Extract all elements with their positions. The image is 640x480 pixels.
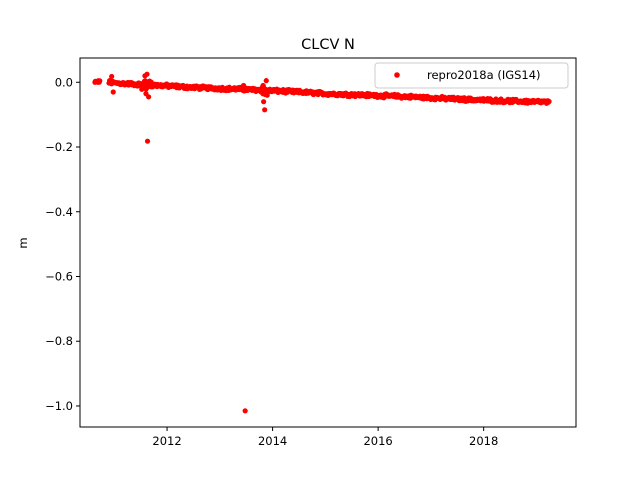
data-point — [140, 84, 147, 90]
plot-frame — [79, 57, 577, 428]
x-tick-label: 2016 — [363, 434, 392, 448]
y-tick-label: 0.0 — [55, 75, 73, 89]
data-point — [262, 107, 268, 113]
data-point — [263, 78, 269, 84]
data-point — [144, 138, 151, 144]
data-point — [144, 71, 150, 77]
data-point — [242, 408, 248, 414]
data-point — [146, 94, 152, 100]
data-point — [546, 98, 552, 105]
data-point — [146, 79, 152, 85]
data-point — [92, 79, 98, 85]
y-axis: 0.0 −0.2 −0.4 −0.6 −0.8 −1.0 — [45, 75, 80, 413]
y-tick-label: −1.0 — [45, 399, 73, 413]
x-tick-label: 2012 — [152, 434, 181, 448]
data-point — [109, 73, 115, 80]
legend-box — [374, 62, 569, 89]
y-tick-label: −0.2 — [45, 140, 73, 154]
chart-title: CLCV N — [301, 37, 355, 53]
data-points — [92, 71, 552, 414]
data-point — [261, 99, 267, 105]
y-tick-label: −0.6 — [45, 269, 73, 283]
data-point — [96, 79, 102, 85]
y-axis-label: m — [16, 237, 30, 248]
data-point — [260, 82, 266, 89]
y-tick-label: −0.8 — [45, 334, 73, 348]
data-point — [145, 83, 152, 90]
data-point — [110, 89, 116, 95]
legend-marker — [394, 72, 400, 78]
legend: repro2018a (IGS14) — [374, 62, 569, 89]
data-point — [240, 82, 247, 89]
legend-label: repro2018a (IGS14) — [427, 68, 541, 82]
data-point — [264, 89, 270, 95]
data-point — [141, 80, 148, 86]
y-tick-label: −0.4 — [45, 205, 73, 219]
x-tick-label: 2014 — [258, 434, 287, 448]
x-tick-label: 2018 — [469, 434, 498, 448]
x-axis: 2012 2014 2016 2018 — [152, 427, 498, 448]
